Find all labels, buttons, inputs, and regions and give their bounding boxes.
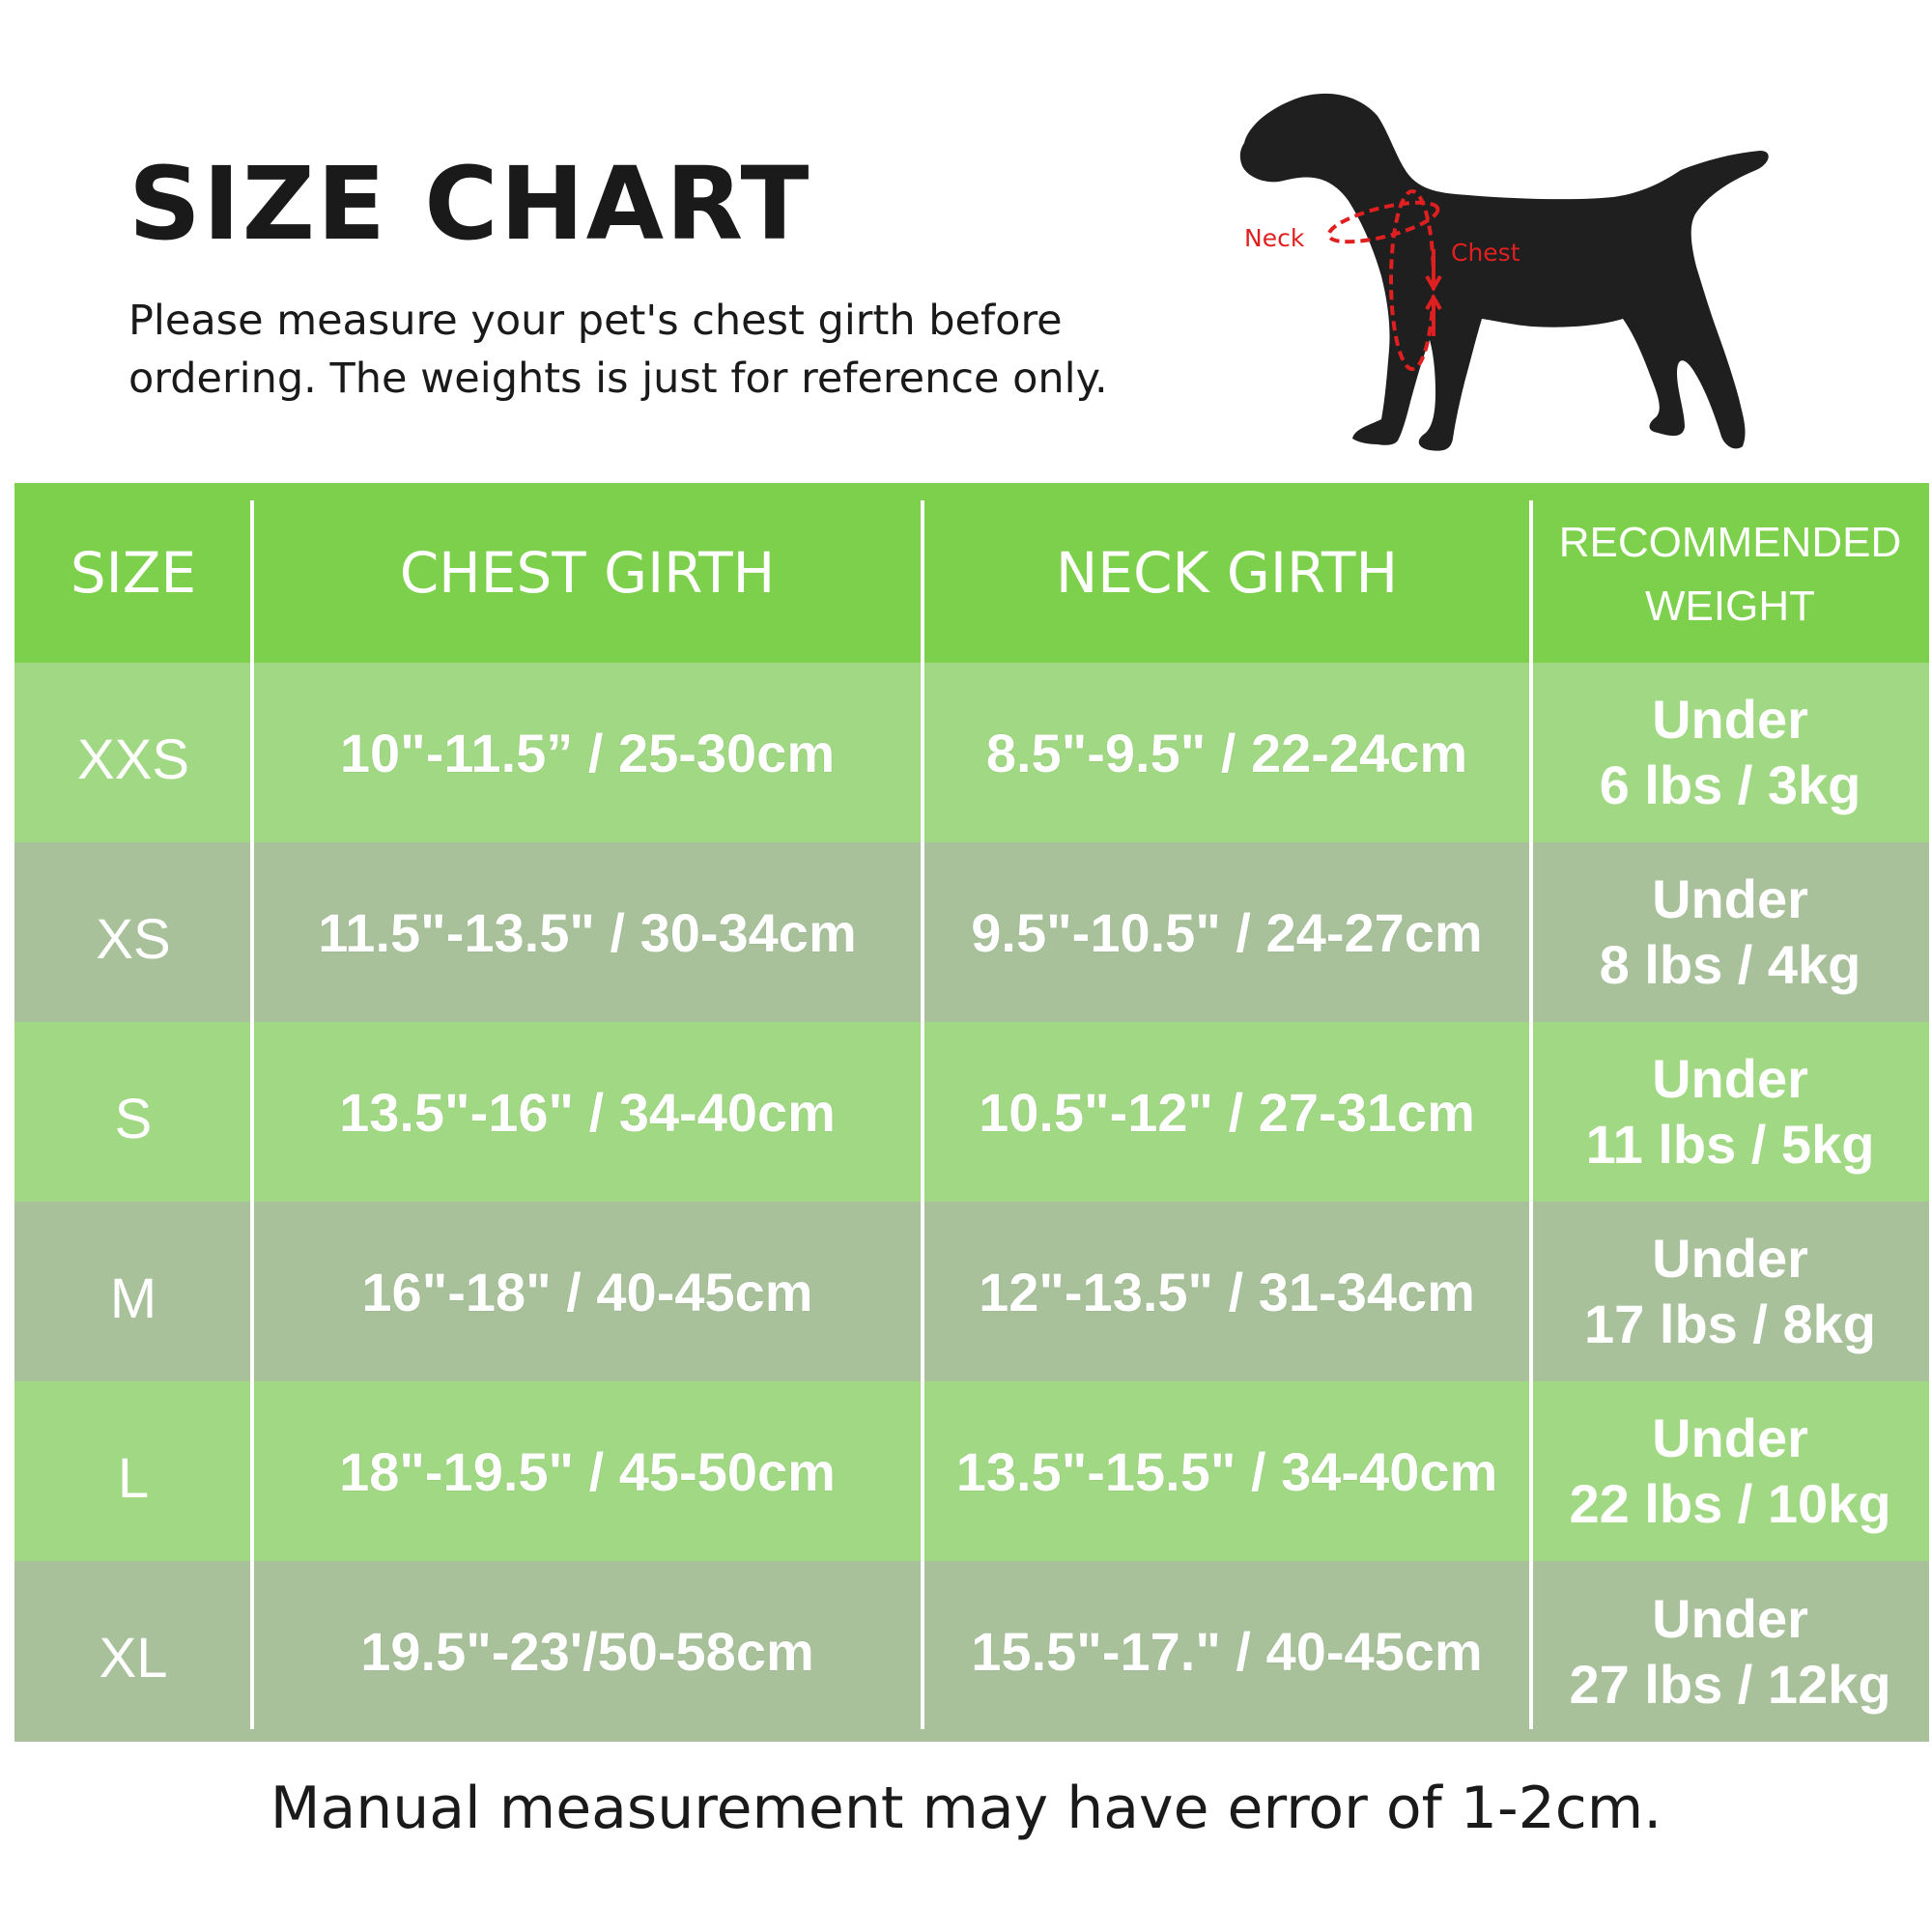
chest-cell: 16"-18" / 40-45cm <box>361 1261 813 1322</box>
arrow-up-icon <box>1425 294 1442 336</box>
weight-line: Under <box>1652 868 1808 929</box>
size-cell: S <box>114 1087 153 1151</box>
weight-line: 22 lbs / 10kg <box>1569 1473 1891 1534</box>
footer-note: Manual measurement may have error of 1-2… <box>270 1775 1662 1842</box>
subtitle-line: Please measure your pet's chest girth be… <box>128 297 1063 345</box>
neck-label: Neck <box>1244 224 1305 252</box>
chest-label: Chest <box>1451 239 1520 267</box>
subtitle-line: ordering. The weights is just for refere… <box>128 355 1108 403</box>
size-cell: XS <box>96 907 171 971</box>
header-chest-girth: CHEST GIRTH <box>399 540 776 606</box>
weight-cell: Under 11 lbs / 5kg <box>1531 1022 1929 1202</box>
table-header-row: SIZE CHEST GIRTH NECK GIRTH RECOMMENDED … <box>14 483 1929 663</box>
weight-cell: Under 8 lbs / 4kg <box>1531 842 1929 1022</box>
chest-cell: 11.5"-13.5" / 30-34cm <box>318 901 857 963</box>
header-neck-girth: NECK GIRTH <box>1055 540 1399 606</box>
column-divider <box>921 500 924 1729</box>
table-row: S 13.5"-16" / 34-40cm 10.5"-12" / 27-31c… <box>14 1022 1929 1202</box>
weight-line: Under <box>1652 1048 1808 1109</box>
header-recommended-weight: RECOMMENDED WEIGHT <box>1531 483 1929 663</box>
table-row: XXS 10"-11.5” / 25-30cm 8.5"-9.5" / 22-2… <box>14 663 1929 842</box>
weight-line: 11 lbs / 5kg <box>1585 1114 1875 1175</box>
chest-cell: 19.5"-23'/50-58cm <box>360 1621 814 1682</box>
column-divider <box>1529 500 1533 1729</box>
chest-cell: 13.5"-16" / 34-40cm <box>339 1081 836 1143</box>
weight-line: 27 lbs / 12kg <box>1569 1653 1891 1715</box>
size-cell: XL <box>99 1627 168 1690</box>
weight-line: Under <box>1652 1587 1808 1649</box>
column-divider <box>250 500 254 1729</box>
weight-cell: Under 27 lbs / 12kg <box>1531 1561 1929 1742</box>
dog-silhouette-icon <box>1239 93 1769 451</box>
weight-line: 8 lbs / 4kg <box>1599 934 1861 995</box>
size-cell: M <box>109 1266 157 1330</box>
table-row: XL 19.5"-23'/50-58cm 15.5"-17." / 40-45c… <box>14 1561 1929 1742</box>
weight-line: Under <box>1652 1407 1808 1468</box>
neck-cell: 12"-13.5" / 31-34cm <box>979 1261 1475 1322</box>
table-row: L 18"-19.5" / 45-50cm 13.5"-15.5" / 34-4… <box>14 1381 1929 1561</box>
arrow-down-icon <box>1425 249 1442 292</box>
subtitle: Please measure your pet's chest girth be… <box>128 292 1191 408</box>
neck-cell: 8.5"-9.5" / 22-24cm <box>985 722 1468 783</box>
chest-cell: 18"-19.5" / 45-50cm <box>339 1440 836 1502</box>
header-size: SIZE <box>70 540 197 606</box>
chest-cell: 10"-11.5” / 25-30cm <box>339 722 836 783</box>
weight-line: Under <box>1652 689 1808 750</box>
dog-measurement-diagram: Neck Chest <box>1239 93 1769 451</box>
neck-cell: 13.5"-15.5" / 34-40cm <box>955 1440 1498 1502</box>
neck-measure-ring <box>1326 200 1440 244</box>
neck-cell: 10.5"-12" / 27-31cm <box>979 1081 1475 1143</box>
weight-cell: Under 22 lbs / 10kg <box>1531 1381 1929 1561</box>
weight-line: 17 lbs / 8kg <box>1584 1293 1876 1354</box>
page-title: SIZE CHART <box>128 145 811 263</box>
table-row: XS 11.5"-13.5" / 30-34cm 9.5"-10.5" / 24… <box>14 842 1929 1022</box>
header-weight-line: WEIGHT <box>1645 582 1815 630</box>
weight-line: Under <box>1652 1228 1808 1289</box>
weight-cell: Under 6 lbs / 3kg <box>1531 663 1929 842</box>
size-cell: XXS <box>76 727 190 791</box>
neck-cell: 15.5"-17." / 40-45cm <box>971 1621 1483 1682</box>
weight-cell: Under 17 lbs / 8kg <box>1531 1202 1929 1381</box>
table-row: M 16"-18" / 40-45cm 12"-13.5" / 31-34cm … <box>14 1202 1929 1381</box>
header-weight-line: RECOMMENDED <box>1558 519 1902 566</box>
size-cell: L <box>117 1446 150 1510</box>
weight-line: 6 lbs / 3kg <box>1599 754 1861 815</box>
size-table: SIZE CHEST GIRTH NECK GIRTH RECOMMENDED … <box>14 483 1929 1742</box>
neck-cell: 9.5"-10.5" / 24-27cm <box>971 901 1483 963</box>
